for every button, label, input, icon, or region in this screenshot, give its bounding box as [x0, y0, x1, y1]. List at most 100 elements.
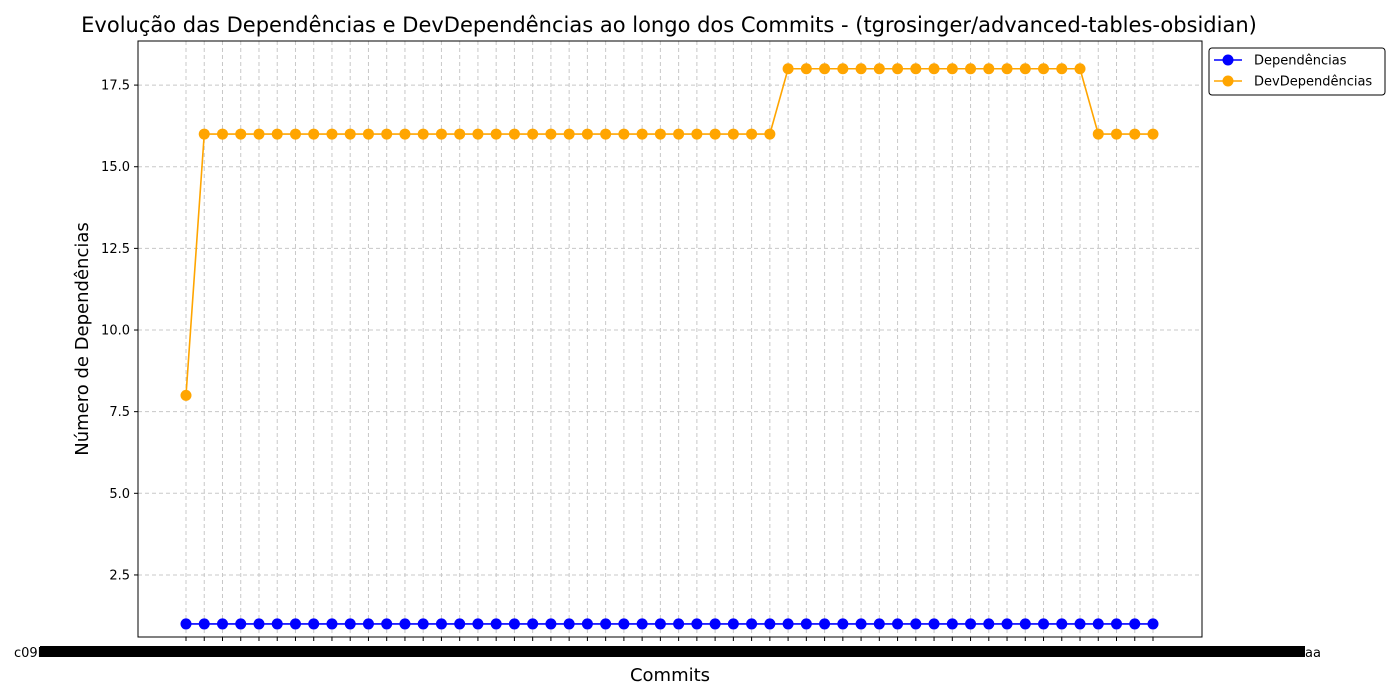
legend-marker	[1222, 54, 1234, 66]
data-point	[545, 618, 557, 630]
data-point	[253, 128, 265, 140]
legend-label: DevDependências	[1254, 75, 1372, 90]
data-point	[1019, 63, 1031, 75]
data-point	[600, 128, 612, 140]
data-point	[636, 618, 648, 630]
data-point	[399, 618, 411, 630]
data-point	[1129, 618, 1141, 630]
data-point	[691, 618, 703, 630]
data-point	[289, 618, 301, 630]
data-point	[180, 618, 192, 630]
y-tick-label: 12.5	[101, 242, 130, 257]
data-point	[1019, 618, 1031, 630]
data-point	[1074, 618, 1086, 630]
y-tick-label: 10.0	[101, 324, 130, 339]
data-point	[490, 618, 502, 630]
data-point	[965, 618, 977, 630]
data-point	[746, 618, 758, 630]
data-point	[1111, 128, 1123, 140]
series-layer	[180, 63, 1159, 630]
data-point	[618, 128, 630, 140]
data-point	[253, 618, 265, 630]
data-point	[472, 618, 484, 630]
data-point	[527, 618, 539, 630]
data-point	[362, 128, 374, 140]
data-point	[381, 128, 393, 140]
data-point	[1074, 63, 1086, 75]
series-line	[185, 67, 1153, 396]
x-axis-label: Commits	[630, 665, 710, 686]
data-point	[727, 618, 739, 630]
data-point	[581, 128, 593, 140]
data-point	[1129, 128, 1141, 140]
data-point	[1147, 618, 1159, 630]
data-point	[490, 128, 502, 140]
data-point	[618, 618, 630, 630]
data-point	[654, 618, 666, 630]
data-point	[910, 63, 922, 75]
data-point	[545, 128, 557, 140]
data-point	[1056, 618, 1068, 630]
data-point	[727, 128, 739, 140]
data-point	[271, 618, 283, 630]
data-point	[855, 63, 867, 75]
grid	[138, 41, 1202, 637]
data-point	[1092, 128, 1104, 140]
data-point	[362, 618, 374, 630]
x-tick-label-first: c09b7	[14, 646, 54, 661]
plot-area	[137, 40, 1203, 638]
x-tick-label-last: aa	[1305, 646, 1321, 661]
data-point	[344, 128, 356, 140]
data-point	[1001, 63, 1013, 75]
data-point	[1038, 618, 1050, 630]
data-point	[782, 63, 794, 75]
data-point	[837, 63, 849, 75]
data-point	[198, 618, 210, 630]
data-point	[983, 618, 995, 630]
data-point	[800, 63, 812, 75]
data-point	[581, 618, 593, 630]
data-point	[636, 128, 648, 140]
series-dependencias	[180, 618, 1159, 630]
data-point	[709, 618, 721, 630]
data-point	[235, 618, 247, 630]
data-point	[600, 618, 612, 630]
data-point	[180, 389, 192, 401]
y-tick-label: 7.5	[109, 405, 130, 420]
data-point	[983, 63, 995, 75]
x-axis: c09b7 aa	[14, 637, 1321, 661]
data-point	[563, 128, 575, 140]
data-point	[1038, 63, 1050, 75]
data-point	[673, 618, 685, 630]
data-point	[271, 128, 283, 140]
data-point	[216, 128, 228, 140]
data-point	[764, 618, 776, 630]
data-point	[928, 63, 940, 75]
y-tick-label: 17.5	[101, 79, 130, 94]
data-point	[508, 128, 520, 140]
data-point	[1111, 618, 1123, 630]
data-point	[289, 128, 301, 140]
y-axis-label: Número de Dependências	[72, 222, 93, 456]
data-point	[892, 63, 904, 75]
data-point	[873, 618, 885, 630]
data-point	[381, 618, 393, 630]
data-point	[837, 618, 849, 630]
data-point	[819, 63, 831, 75]
data-point	[344, 618, 356, 630]
data-point	[691, 128, 703, 140]
data-point	[472, 128, 484, 140]
data-point	[216, 618, 228, 630]
data-point	[819, 618, 831, 630]
data-point	[435, 128, 447, 140]
series-devdependencias	[180, 63, 1159, 401]
data-point	[654, 128, 666, 140]
data-point	[417, 128, 429, 140]
data-point	[1001, 618, 1013, 630]
data-point	[673, 128, 685, 140]
legend: Dependências DevDependências	[1208, 47, 1386, 96]
data-point	[764, 128, 776, 140]
data-point	[873, 63, 885, 75]
data-point	[399, 128, 411, 140]
